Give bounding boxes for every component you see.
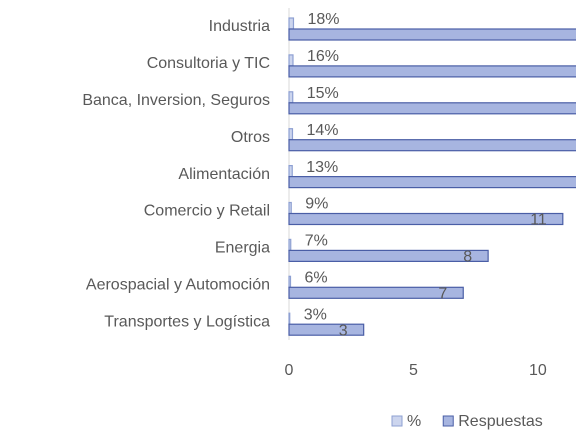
- data-label: 18%: [307, 11, 339, 28]
- data-label: 3%: [304, 306, 327, 323]
- y-tick-label: Aerospacial y Automoción: [86, 277, 270, 294]
- data-label: 6%: [304, 270, 327, 287]
- data-label: 7%: [305, 233, 328, 250]
- bar: [288, 176, 576, 189]
- legend-swatch: [442, 415, 454, 427]
- y-tick-label: Industria: [209, 18, 270, 35]
- bar: [288, 139, 576, 152]
- y-tick-label: Energia: [215, 240, 270, 257]
- data-label: 14%: [306, 122, 338, 139]
- data-label: 9%: [305, 196, 328, 213]
- bar: [288, 65, 576, 78]
- bar: [288, 28, 576, 41]
- bar: [288, 128, 294, 141]
- legend-label: Respuestas: [458, 413, 543, 430]
- bar: [288, 238, 292, 251]
- bar: [288, 212, 564, 226]
- bar: [288, 312, 291, 325]
- bar: [288, 54, 294, 67]
- y-tick-label: Banca, Inversion, Seguros: [82, 92, 270, 109]
- bar: [288, 275, 292, 288]
- data-label: 16%: [307, 48, 339, 65]
- bar: [288, 165, 293, 178]
- y-tick-label: Consultoria y TIC: [147, 55, 270, 72]
- data-label: 13%: [306, 159, 338, 176]
- y-tick-label: Otros: [231, 129, 270, 146]
- legend-swatch: [391, 415, 403, 427]
- data-label: 15%: [307, 85, 339, 102]
- bar: [288, 249, 489, 262]
- bar: [288, 102, 576, 115]
- data-label: 8: [463, 249, 472, 266]
- x-tick-label: 10: [529, 362, 547, 379]
- y-tick-label: Comercio y Retail: [144, 203, 270, 220]
- bar: [288, 17, 295, 30]
- legend-label: %: [407, 413, 421, 430]
- y-tick-label: Transportes y Logística: [104, 313, 270, 330]
- x-tick-label: 0: [285, 362, 294, 379]
- y-tick-label: Alimentación: [178, 166, 270, 183]
- data-label: 3: [339, 322, 348, 339]
- data-label: 7: [438, 286, 447, 303]
- bar: [288, 201, 292, 215]
- bar: [288, 286, 464, 299]
- bar: [288, 91, 294, 104]
- x-tick-label: 5: [409, 362, 418, 379]
- bar: [288, 323, 365, 336]
- data-label: 11: [530, 212, 547, 229]
